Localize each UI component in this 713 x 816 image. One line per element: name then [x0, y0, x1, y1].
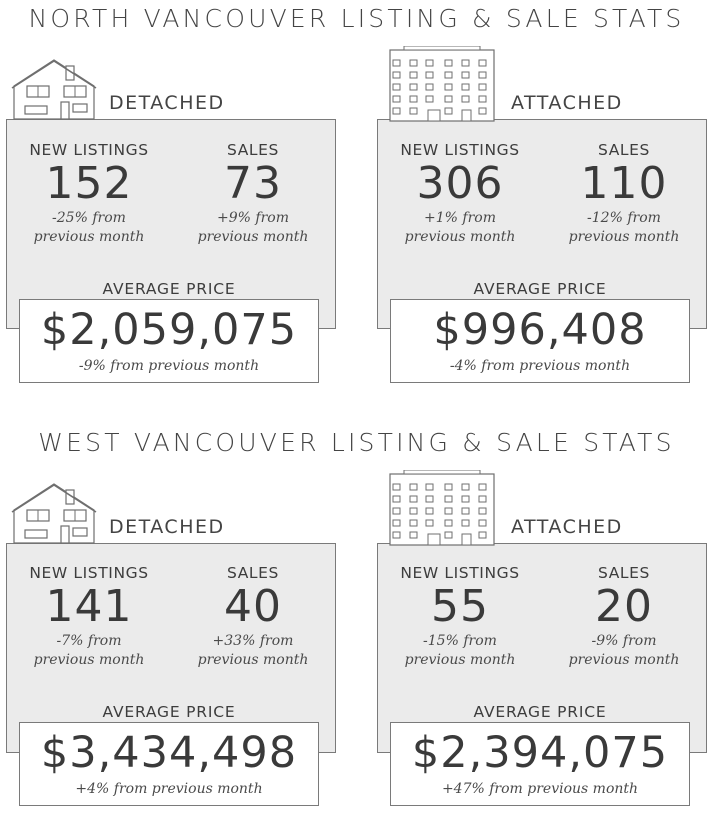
- stat-change: +1% from: [424, 210, 496, 226]
- new-listings-stat: NEW LISTINGS 152 -25% from previous mont…: [14, 141, 164, 247]
- stat-change: -15% from: [423, 633, 497, 649]
- average-price-label: AVERAGE PRICE: [473, 703, 607, 721]
- section-title-north-vancouver: NORTH VANCOUVER LISTING & SALE STATS: [28, 4, 685, 33]
- stat-change: previous month: [197, 229, 309, 245]
- average-price-label: AVERAGE PRICE: [102, 703, 236, 721]
- stat-change: previous month: [33, 652, 145, 668]
- average-price-box: $2,059,075 -9% from previous month: [19, 299, 319, 383]
- stat-value: 40: [224, 581, 282, 632]
- average-price-change: +47% from previous month: [441, 781, 639, 797]
- average-price-value: $996,408: [433, 305, 647, 355]
- card-type-label: ATTACHED: [511, 516, 623, 538]
- stat-label: SALES: [227, 564, 279, 582]
- card-type-label: DETACHED: [109, 516, 225, 538]
- average-price-change: -9% from previous month: [78, 358, 260, 374]
- stat-change: -12% from: [587, 210, 661, 226]
- stat-label: NEW LISTINGS: [400, 141, 520, 159]
- stat-change: previous month: [404, 652, 516, 668]
- stat-change: +33% from: [212, 633, 294, 649]
- stat-change: +9% from: [217, 210, 289, 226]
- average-price-value: $2,394,075: [411, 728, 669, 778]
- stat-label: SALES: [227, 141, 279, 159]
- sales-stat: SALES 20 -9% from previous month: [549, 564, 699, 670]
- sales-stat: SALES 110 -12% from previous month: [549, 141, 699, 247]
- average-price-box: $996,408 -4% from previous month: [390, 299, 690, 383]
- sales-stat: SALES 40 +33% from previous month: [178, 564, 328, 670]
- stat-change: -25% from: [52, 210, 126, 226]
- stat-label: SALES: [598, 141, 650, 159]
- average-price-change: -4% from previous month: [449, 358, 631, 374]
- stat-label: NEW LISTINGS: [29, 141, 149, 159]
- card-west-attached: [377, 543, 707, 753]
- stat-value: 306: [416, 158, 504, 209]
- average-price-label: AVERAGE PRICE: [473, 280, 607, 298]
- average-price-box: $2,394,075 +47% from previous month: [390, 722, 690, 806]
- stat-value: 20: [595, 581, 653, 632]
- section-title-west-vancouver: WEST VANCOUVER LISTING & SALE STATS: [38, 428, 675, 457]
- new-listings-stat: NEW LISTINGS 306 +1% from previous month: [385, 141, 535, 247]
- card-west-detached: [6, 543, 336, 753]
- house-icon: [10, 58, 98, 127]
- average-price-value: $2,059,075: [40, 305, 298, 355]
- average-price-box: $3,434,498 +4% from previous month: [19, 722, 319, 806]
- card-north-attached: [377, 119, 707, 329]
- new-listings-stat: NEW LISTINGS 55 -15% from previous month: [385, 564, 535, 670]
- stat-change: previous month: [33, 229, 145, 245]
- stat-label: NEW LISTINGS: [400, 564, 520, 582]
- stat-change: previous month: [568, 229, 680, 245]
- stat-value: 141: [45, 581, 133, 632]
- card-north-detached: [6, 119, 336, 329]
- card-type-label: ATTACHED: [511, 92, 623, 114]
- stat-change: -7% from: [56, 633, 122, 649]
- stat-change: previous month: [404, 229, 516, 245]
- stat-change: -9% from: [591, 633, 657, 649]
- average-price-label: AVERAGE PRICE: [102, 280, 236, 298]
- stat-value: 110: [580, 158, 668, 209]
- stat-value: 73: [224, 158, 282, 209]
- apartment-building-icon: [388, 469, 496, 551]
- stat-value: 55: [431, 581, 489, 632]
- card-type-label: DETACHED: [109, 92, 225, 114]
- new-listings-stat: NEW LISTINGS 141 -7% from previous month: [14, 564, 164, 670]
- sales-stat: SALES 73 +9% from previous month: [178, 141, 328, 247]
- stat-label: NEW LISTINGS: [29, 564, 149, 582]
- stat-change: previous month: [197, 652, 309, 668]
- stat-value: 152: [45, 158, 133, 209]
- stat-change: previous month: [568, 652, 680, 668]
- house-icon: [10, 482, 98, 551]
- stat-label: SALES: [598, 564, 650, 582]
- average-price-change: +4% from previous month: [75, 781, 263, 797]
- average-price-value: $3,434,498: [40, 728, 298, 778]
- apartment-building-icon: [388, 45, 496, 127]
